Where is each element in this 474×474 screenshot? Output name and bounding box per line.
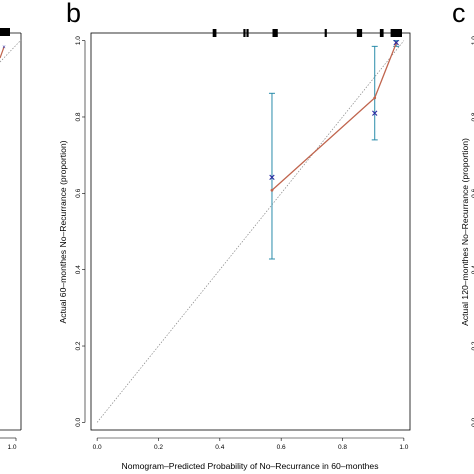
rug-mark bbox=[393, 29, 396, 37]
panel-letter-b: b bbox=[66, 0, 81, 28]
y-tick-label: 0.4 bbox=[75, 265, 82, 274]
rug-mark bbox=[243, 29, 246, 37]
rug-mark bbox=[359, 29, 363, 37]
bias-corrected-marker bbox=[269, 174, 275, 180]
rug-marks bbox=[212, 29, 402, 37]
panel-letter-c: c bbox=[452, 0, 466, 28]
bias-corrected-points bbox=[269, 39, 399, 180]
x-axis-label: Nomogram–Predicted Probability of No–Rec… bbox=[122, 461, 379, 471]
rug-mark bbox=[396, 29, 399, 37]
rug-mark bbox=[398, 29, 401, 37]
plot-frame bbox=[90, 32, 411, 431]
observed-point bbox=[373, 96, 377, 100]
observed-point bbox=[270, 188, 274, 192]
left-panel: × 1.0 bbox=[0, 28, 22, 451]
y-tick-label: 0.6 bbox=[75, 188, 82, 197]
c-y-tick-label: 0.4 bbox=[471, 265, 474, 274]
rug-mark bbox=[324, 29, 327, 37]
left-calibration-line bbox=[0, 46, 5, 59]
bias-corrected-marker bbox=[393, 39, 399, 46]
rug-mark bbox=[246, 29, 249, 37]
rug-mark bbox=[274, 29, 277, 37]
x-tick-label: 0.2 bbox=[154, 444, 163, 451]
rug-mark bbox=[214, 29, 217, 37]
rug-mark bbox=[395, 29, 398, 37]
c-y-tick-label: 0.8 bbox=[471, 112, 474, 121]
x-tick-label: 0.8 bbox=[338, 444, 347, 451]
marker-stroke bbox=[269, 174, 275, 180]
observed-points bbox=[270, 41, 398, 192]
panel-b: 0.0 0.2 0.4 0.6 0.8 1.0 0.0 0.2 0.4 0.6 0.8 1.0 No… bbox=[58, 29, 411, 471]
marker-stroke bbox=[372, 110, 378, 116]
y-tick-label: 0.2 bbox=[75, 341, 82, 350]
rug-mark bbox=[381, 29, 384, 37]
marker-stroke bbox=[393, 39, 399, 46]
diagonal-reference-line bbox=[96, 40, 405, 423]
observed-calibration-line bbox=[271, 43, 397, 191]
c-y-tick-label: 0.6 bbox=[471, 188, 474, 197]
panel-c-partial: 1.0 0.8 0.6 0.4 0.2 0.0 Actual 120–monthes No… bbox=[460, 36, 474, 427]
y-axis-label: Actual 60–monthes No–Recurrance (proport… bbox=[58, 140, 68, 323]
y-axis: 0.0 0.2 0.4 0.6 0.8 1.0 bbox=[75, 36, 86, 427]
rug-mark bbox=[272, 29, 275, 37]
rug-mark bbox=[390, 29, 393, 37]
rug-mark bbox=[212, 29, 215, 37]
c-y-axis-label: Actual 120–monthes No–Recurrance (propor… bbox=[460, 138, 470, 326]
x-tick-label: 0.6 bbox=[277, 444, 286, 451]
c-y-tick-label: 1.0 bbox=[471, 36, 474, 45]
y-tick-label: 0.0 bbox=[75, 417, 82, 426]
rug-mark bbox=[399, 29, 402, 37]
rug-mark bbox=[392, 29, 395, 37]
left-point-marker: × bbox=[2, 45, 6, 51]
x-tick-label: 0.4 bbox=[215, 444, 224, 451]
left-diagonal-reference bbox=[0, 39, 22, 63]
y-tick-label: 0.8 bbox=[75, 112, 82, 121]
x-axis: 0.0 0.2 0.4 0.6 0.8 1.0 bbox=[93, 437, 409, 451]
c-y-tick-label: 0.2 bbox=[471, 341, 474, 350]
rug-mark bbox=[356, 29, 360, 37]
c-y-axis: 1.0 0.8 0.6 0.4 0.2 0.0 bbox=[471, 36, 474, 427]
rug-mark bbox=[379, 29, 383, 37]
x-tick-label: 0.0 bbox=[93, 444, 102, 451]
y-tick-label: 1.0 bbox=[75, 36, 82, 45]
confidence-intervals bbox=[268, 40, 400, 260]
left-rug-mark bbox=[0, 28, 10, 36]
bias-corrected-marker bbox=[372, 110, 378, 116]
x-tick-label: 1.0 bbox=[399, 444, 408, 451]
c-y-tick-label: 0.0 bbox=[471, 417, 474, 426]
left-x-tick-label: 1.0 bbox=[7, 444, 16, 451]
rug-mark bbox=[275, 29, 278, 37]
rug-mark bbox=[358, 29, 361, 37]
